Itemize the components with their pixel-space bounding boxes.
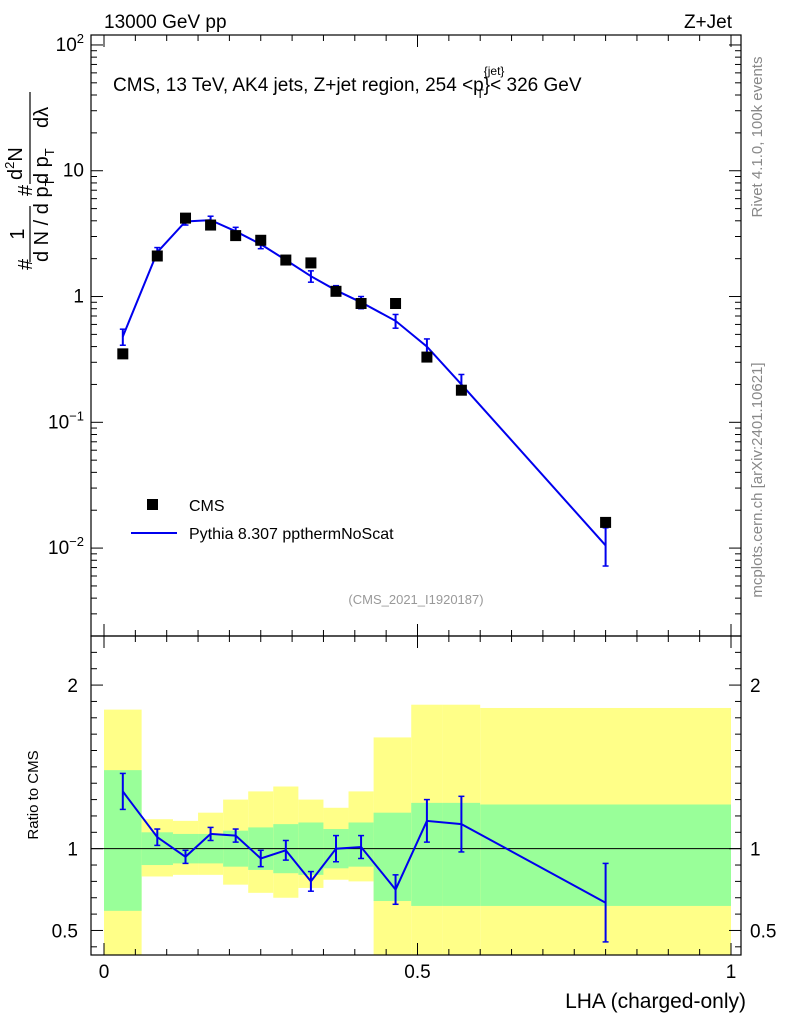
mcplots-label: mcplots.cern.ch [arXiv:2401.10621] xyxy=(749,362,766,597)
main-y-axis-label: # 1 d N / d pT # d2N d pT dλ xyxy=(2,92,57,270)
legend-label-cms: CMS xyxy=(189,498,225,515)
main-y-tick-label: 102 xyxy=(56,31,84,56)
ratio-series-line xyxy=(122,790,607,904)
ylabel-hash-2: # xyxy=(15,184,37,196)
cms-data-point xyxy=(600,516,612,528)
cms-data-point xyxy=(330,285,342,297)
x-tick-label: 0.5 xyxy=(404,962,430,983)
ratio-y-tick-label-right: 1 xyxy=(750,840,761,861)
ylabel-dpt: d pT xyxy=(31,148,57,184)
ratio-y-tick-label-right: 0.5 xyxy=(750,921,776,942)
main-y-tick-label: 1 xyxy=(73,287,84,308)
cms-data-point xyxy=(230,230,242,242)
ylabel-frac-numerator: 1 xyxy=(7,228,29,239)
rivet-version-label: Rivet 4.1.0, 100k events xyxy=(749,57,766,218)
ratio-y-tick-label-right: 2 xyxy=(750,676,761,697)
cms-data-point xyxy=(421,351,433,363)
cms-data-point xyxy=(280,254,292,266)
cms-data-point xyxy=(180,212,192,224)
main-y-tick-label: 10 xyxy=(63,161,84,182)
cms-data-point xyxy=(455,384,467,396)
ratio-panel-marks xyxy=(91,772,741,943)
main-y-tick-label: 10−1 xyxy=(48,408,84,433)
cms-data-point xyxy=(117,348,129,360)
ratio-y-tick-label-left: 2 xyxy=(67,676,78,697)
ratio-panel-frame xyxy=(90,635,742,956)
legend-label-mc: Pythia 8.307 ppthermNoScat xyxy=(189,526,394,543)
cms-data-point xyxy=(305,257,317,269)
main-y-tick-label: 10−2 xyxy=(48,534,84,559)
ylabel-hash-1: # xyxy=(15,258,37,270)
main-panel-marks xyxy=(117,212,612,567)
ratio-y-tick-label-left: 1 xyxy=(67,840,78,861)
ylabel-d2n: d2N xyxy=(2,147,27,180)
axes: 102 10 1 10−1 10−2 0 0.5 1 0.5 0.5 1 1 2 2 xyxy=(48,31,776,983)
cms-data-point xyxy=(151,250,163,262)
cms-data-point xyxy=(390,298,402,310)
cms-data-point xyxy=(255,234,267,246)
x-axis-label: LHA (charged-only) xyxy=(565,990,746,1013)
chart-title: CMS, 13 TeV, AK4 jets, Z+jet region, 254… xyxy=(113,64,582,101)
legend-marker-cms xyxy=(147,499,158,510)
cms-data-point xyxy=(355,298,367,310)
cms-data-point xyxy=(205,219,217,231)
ratio-y-axis-label: Ratio to CMS xyxy=(25,750,42,839)
legend: CMS Pythia 8.307 ppthermNoScat xyxy=(131,498,394,543)
ratio-band-inner xyxy=(373,812,412,902)
ratio-y-tick-label-left: 0.5 xyxy=(52,921,78,942)
x-tick-label: 0 xyxy=(99,962,110,983)
ylabel-dlambda: dλ xyxy=(31,107,53,128)
analysis-id-label: (CMS_2021_I1920187) xyxy=(348,592,483,607)
header-left-title: 13000 GeV pp xyxy=(104,12,227,33)
header-right-title: Z+Jet xyxy=(684,12,733,33)
x-tick-label: 1 xyxy=(726,962,737,983)
ylabel-frac-denominator: d N / d pT xyxy=(31,178,57,262)
